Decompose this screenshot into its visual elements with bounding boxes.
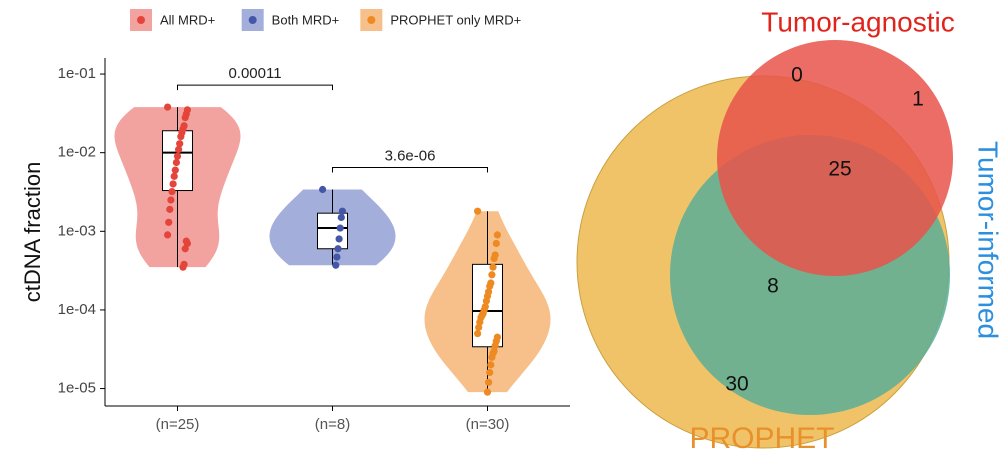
p-value: 3.6e-06 (385, 147, 436, 164)
legend-label: All MRD+ (160, 12, 215, 27)
data-point (182, 237, 190, 245)
venn-set (717, 40, 953, 276)
data-point (475, 323, 483, 331)
data-point (173, 152, 182, 160)
legend-label: Both MRD+ (272, 12, 340, 27)
y-tick-label: 1e-04 (58, 301, 96, 318)
region-count: 8 (767, 275, 779, 298)
data-point (333, 253, 341, 261)
data-point (176, 140, 184, 148)
data-point (175, 145, 183, 154)
data-point (488, 353, 496, 361)
data-point (177, 133, 185, 141)
significance-bracket (177, 84, 333, 91)
data-point (181, 245, 189, 253)
data-point (474, 329, 482, 338)
set-label: PROPHET (689, 422, 834, 455)
x-tick-label: (n=25) (156, 416, 200, 433)
y-tick-label: 1e-02 (58, 144, 96, 161)
data-point (489, 263, 497, 271)
legend-marker (367, 16, 376, 24)
legend-marker (248, 16, 257, 24)
data-point (337, 213, 345, 222)
data-point (179, 263, 187, 271)
data-point (486, 282, 494, 290)
data-point (169, 180, 177, 188)
significance-bracket (332, 167, 488, 173)
region-count: 30 (725, 373, 748, 396)
data-point (474, 207, 482, 215)
set-label: Tumor-agnostic (761, 6, 954, 37)
data-point (319, 185, 327, 194)
data-point (485, 378, 493, 386)
set-label: Tumor-informed (973, 141, 1004, 339)
data-point (166, 205, 174, 213)
data-point (334, 245, 342, 253)
data-point (168, 187, 176, 196)
data-point (488, 271, 496, 279)
data-point (332, 261, 340, 269)
data-point (165, 218, 173, 226)
y-tick-label: 1e-05 (58, 380, 96, 397)
data-point (164, 231, 172, 239)
data-point (338, 207, 346, 215)
data-point (167, 196, 175, 204)
region-count: 25 (828, 158, 851, 181)
data-point (493, 231, 501, 239)
p-value: 0.00011 (228, 65, 281, 82)
region-count: 0 (791, 64, 803, 87)
data-point (181, 113, 189, 122)
region-count: 1 (912, 88, 924, 111)
y-tick-label: 1e-01 (58, 65, 96, 82)
data-point (490, 254, 498, 263)
data-point (172, 158, 180, 167)
data-point (492, 239, 500, 248)
data-point (335, 235, 343, 243)
data-point (482, 297, 490, 305)
data-point (483, 388, 492, 396)
data-point (164, 103, 172, 111)
x-tick-label: (n=8) (315, 416, 350, 433)
data-point (171, 166, 179, 174)
data-point (486, 368, 494, 377)
data-point (487, 361, 495, 369)
legend-marker (137, 16, 145, 24)
x-tick-label: (n=30) (466, 416, 510, 433)
data-point (336, 224, 344, 232)
y-axis-label: ctDNA fraction (20, 162, 45, 303)
data-point (170, 172, 178, 180)
legend-label: PROPHET only MRD+ (390, 12, 521, 27)
y-tick-label: 1e-03 (58, 222, 96, 239)
